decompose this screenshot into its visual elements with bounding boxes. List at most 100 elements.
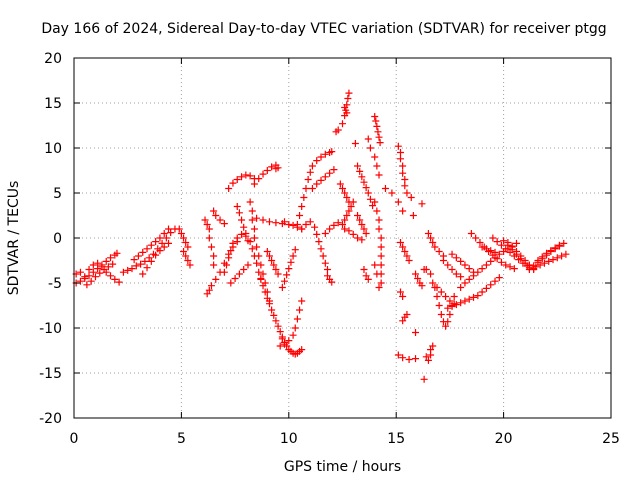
data-point bbox=[235, 209, 243, 217]
data-point bbox=[491, 248, 499, 256]
data-point bbox=[203, 290, 211, 298]
data-point bbox=[461, 297, 469, 305]
series-s09 bbox=[201, 216, 218, 269]
data-point bbox=[137, 260, 145, 268]
data-point bbox=[512, 239, 520, 247]
data-point bbox=[85, 272, 93, 280]
data-point bbox=[293, 221, 301, 228]
data-point bbox=[177, 230, 185, 237]
data-point bbox=[560, 239, 568, 247]
series-s43 bbox=[381, 185, 407, 215]
data-point bbox=[358, 221, 366, 228]
data-point bbox=[448, 302, 456, 310]
data-point bbox=[360, 266, 368, 273]
data-point bbox=[100, 266, 108, 273]
data-point bbox=[207, 282, 215, 290]
data-point bbox=[261, 288, 269, 296]
data-point bbox=[212, 275, 220, 283]
data-point bbox=[360, 225, 368, 233]
x-tick-label: 20 bbox=[495, 431, 513, 447]
data-point bbox=[111, 275, 119, 283]
data-point bbox=[291, 324, 299, 332]
data-point bbox=[313, 230, 321, 238]
data-point bbox=[227, 247, 235, 255]
data-point bbox=[321, 150, 329, 158]
data-point bbox=[89, 261, 97, 269]
y-tick-label: -10 bbox=[39, 321, 62, 337]
data-point bbox=[321, 230, 329, 237]
data-point bbox=[113, 249, 121, 257]
data-point bbox=[207, 243, 215, 251]
data-point bbox=[306, 218, 314, 226]
data-point bbox=[278, 335, 286, 343]
data-point bbox=[444, 304, 452, 312]
data-point bbox=[250, 234, 258, 242]
data-point bbox=[308, 185, 316, 192]
data-point bbox=[323, 266, 331, 273]
data-point bbox=[491, 277, 499, 285]
data-point bbox=[115, 278, 123, 286]
data-point bbox=[81, 275, 89, 282]
data-point bbox=[508, 246, 516, 254]
data-point bbox=[289, 331, 297, 339]
data-point bbox=[205, 225, 213, 233]
data-point bbox=[562, 250, 570, 258]
data-point bbox=[253, 214, 261, 222]
data-point bbox=[343, 212, 351, 219]
data-point bbox=[298, 297, 306, 305]
data-point bbox=[255, 252, 263, 260]
data-point bbox=[205, 234, 213, 242]
data-point bbox=[429, 239, 437, 246]
data-point bbox=[369, 202, 377, 210]
data-point bbox=[399, 207, 407, 215]
series-s29 bbox=[308, 166, 338, 192]
data-point bbox=[409, 212, 417, 219]
data-point bbox=[377, 243, 385, 251]
series-s42 bbox=[371, 261, 383, 291]
data-point bbox=[465, 265, 473, 273]
data-point bbox=[205, 286, 213, 294]
series-s40 bbox=[371, 113, 384, 147]
series-s55 bbox=[439, 257, 465, 281]
data-point bbox=[362, 230, 370, 237]
series-s58 bbox=[457, 239, 520, 291]
data-point bbox=[265, 300, 273, 308]
x-tick-label: 10 bbox=[280, 431, 298, 447]
data-point bbox=[250, 225, 258, 233]
data-point bbox=[446, 311, 454, 318]
series-s51 bbox=[422, 342, 437, 364]
data-point bbox=[287, 258, 295, 266]
data-point bbox=[429, 279, 437, 287]
series-s47 bbox=[394, 351, 428, 383]
data-point bbox=[478, 288, 486, 296]
data-point bbox=[210, 261, 218, 269]
data-point bbox=[540, 259, 548, 267]
data-point bbox=[399, 169, 407, 177]
series-s12 bbox=[220, 230, 265, 283]
data-point bbox=[345, 207, 353, 215]
data-point bbox=[538, 253, 546, 261]
data-point bbox=[394, 142, 402, 150]
data-point bbox=[427, 234, 435, 242]
data-point bbox=[233, 203, 241, 210]
data-point bbox=[339, 120, 346, 128]
data-point bbox=[414, 275, 422, 282]
data-point bbox=[396, 288, 404, 296]
data-point bbox=[362, 272, 370, 280]
data-point bbox=[158, 239, 166, 247]
data-point bbox=[186, 261, 194, 269]
series-s14 bbox=[227, 261, 252, 287]
data-point bbox=[268, 163, 276, 171]
data-point bbox=[356, 167, 364, 175]
data-point bbox=[373, 270, 381, 278]
data-point bbox=[422, 266, 430, 273]
data-point bbox=[91, 273, 99, 281]
data-point bbox=[364, 135, 372, 143]
data-point bbox=[356, 216, 364, 224]
data-point bbox=[506, 263, 514, 271]
data-point bbox=[476, 239, 484, 246]
data-point bbox=[265, 218, 273, 226]
data-point bbox=[399, 317, 407, 325]
data-point bbox=[497, 258, 505, 266]
